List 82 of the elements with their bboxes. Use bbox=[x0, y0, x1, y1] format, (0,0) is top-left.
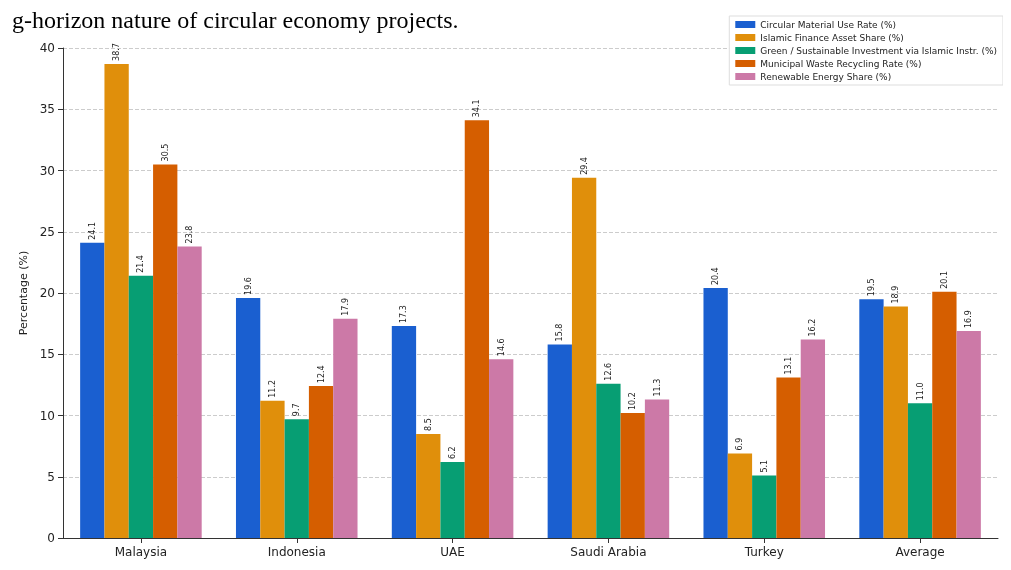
bar bbox=[883, 306, 908, 538]
data-label: 10.2 bbox=[628, 392, 638, 411]
bar bbox=[464, 120, 490, 538]
data-label: 17.3 bbox=[399, 305, 409, 324]
data-label: 20.4 bbox=[711, 267, 721, 286]
bar bbox=[308, 386, 334, 538]
bar bbox=[440, 462, 465, 538]
data-label: 19.6 bbox=[243, 277, 253, 295]
data-label: 12.6 bbox=[603, 362, 613, 381]
data-label: 15.8 bbox=[555, 323, 565, 342]
bar bbox=[644, 399, 670, 538]
data-label: 24.1 bbox=[87, 221, 97, 240]
x-tick-label: Malaysia bbox=[114, 545, 168, 559]
data-label: 30.5 bbox=[160, 143, 170, 162]
y-tick-label: 15 bbox=[39, 347, 55, 362]
bar bbox=[80, 242, 105, 538]
data-label: 9.7 bbox=[292, 403, 302, 417]
bar bbox=[571, 177, 597, 538]
x-tick-label: Saudi Arabia bbox=[570, 545, 647, 559]
y-tick-label: 20 bbox=[39, 286, 55, 300]
data-label: 34.1 bbox=[472, 99, 482, 118]
bar bbox=[752, 475, 777, 538]
bar bbox=[128, 275, 154, 538]
y-tick-label: 35 bbox=[39, 102, 55, 117]
legend-label: Circular Material Use Rate (%) bbox=[760, 19, 896, 30]
y-tick-label: 25 bbox=[39, 224, 55, 239]
bar bbox=[177, 246, 202, 538]
data-label: 16.2 bbox=[808, 318, 818, 337]
bar bbox=[547, 344, 572, 538]
bar bbox=[727, 453, 753, 538]
x-tick-label: Turkey bbox=[743, 545, 784, 559]
bar bbox=[907, 403, 933, 538]
bar bbox=[620, 413, 645, 538]
bar bbox=[333, 318, 358, 538]
y-tick-label: 10 bbox=[39, 408, 55, 423]
bar bbox=[956, 330, 981, 538]
data-label: 8.5 bbox=[423, 418, 433, 431]
y-axis-title: Percentage (%) bbox=[16, 250, 30, 336]
bar bbox=[104, 63, 129, 538]
x-tick-label: UAE bbox=[440, 545, 465, 559]
data-label: 12.4 bbox=[316, 365, 326, 384]
bar bbox=[489, 359, 514, 538]
bar bbox=[284, 419, 309, 538]
data-label: 14.6 bbox=[496, 338, 506, 357]
data-label: 21.4 bbox=[136, 255, 146, 273]
y-tick-label: 40 bbox=[39, 41, 55, 55]
text: g-horizon nature of circular economy projects. bbox=[12, 7, 459, 33]
legend-label: Islamic Finance Asset Share (%) bbox=[760, 32, 904, 43]
data-label: 20.1 bbox=[939, 270, 949, 289]
bar bbox=[800, 339, 826, 538]
bar bbox=[235, 297, 261, 538]
data-label: 11.2 bbox=[267, 379, 277, 398]
bar bbox=[596, 383, 621, 538]
x-tick-label: Indonesia bbox=[267, 545, 326, 559]
data-label: 5.1 bbox=[759, 459, 769, 473]
bar bbox=[260, 400, 285, 538]
y-tick-label: 0 bbox=[47, 531, 55, 545]
data-label: 16.9 bbox=[964, 310, 974, 328]
legend-label: Municipal Waste Recycling Rate (%) bbox=[760, 58, 922, 69]
bar bbox=[776, 377, 801, 538]
bar bbox=[859, 299, 884, 538]
y-tick-label: 5 bbox=[47, 469, 55, 484]
bar bbox=[391, 326, 417, 538]
data-label: 13.1 bbox=[784, 356, 794, 375]
bar bbox=[703, 288, 728, 538]
data-label: 18.9 bbox=[891, 285, 901, 304]
data-label: 6.2 bbox=[448, 446, 458, 460]
data-label: 19.5 bbox=[866, 278, 876, 297]
bar bbox=[416, 433, 441, 538]
bar bbox=[932, 291, 957, 538]
data-label: 11.3 bbox=[652, 378, 662, 397]
data-label: 17.9 bbox=[340, 297, 350, 316]
x-tick-label: Average bbox=[895, 545, 945, 559]
legend-label: Green / Sustainable Investment via Islamic Instr. (%) bbox=[760, 45, 998, 56]
bar bbox=[153, 164, 178, 538]
data-label: 11.0 bbox=[915, 382, 925, 401]
y-tick-label: 30 bbox=[39, 163, 55, 178]
data-label: 6.9 bbox=[735, 437, 745, 451]
data-label: 38.7 bbox=[112, 43, 122, 61]
data-label: 23.8 bbox=[185, 225, 195, 244]
legend-label: Renewable Energy Share (%) bbox=[760, 71, 892, 82]
data-label: 29.4 bbox=[579, 157, 589, 175]
